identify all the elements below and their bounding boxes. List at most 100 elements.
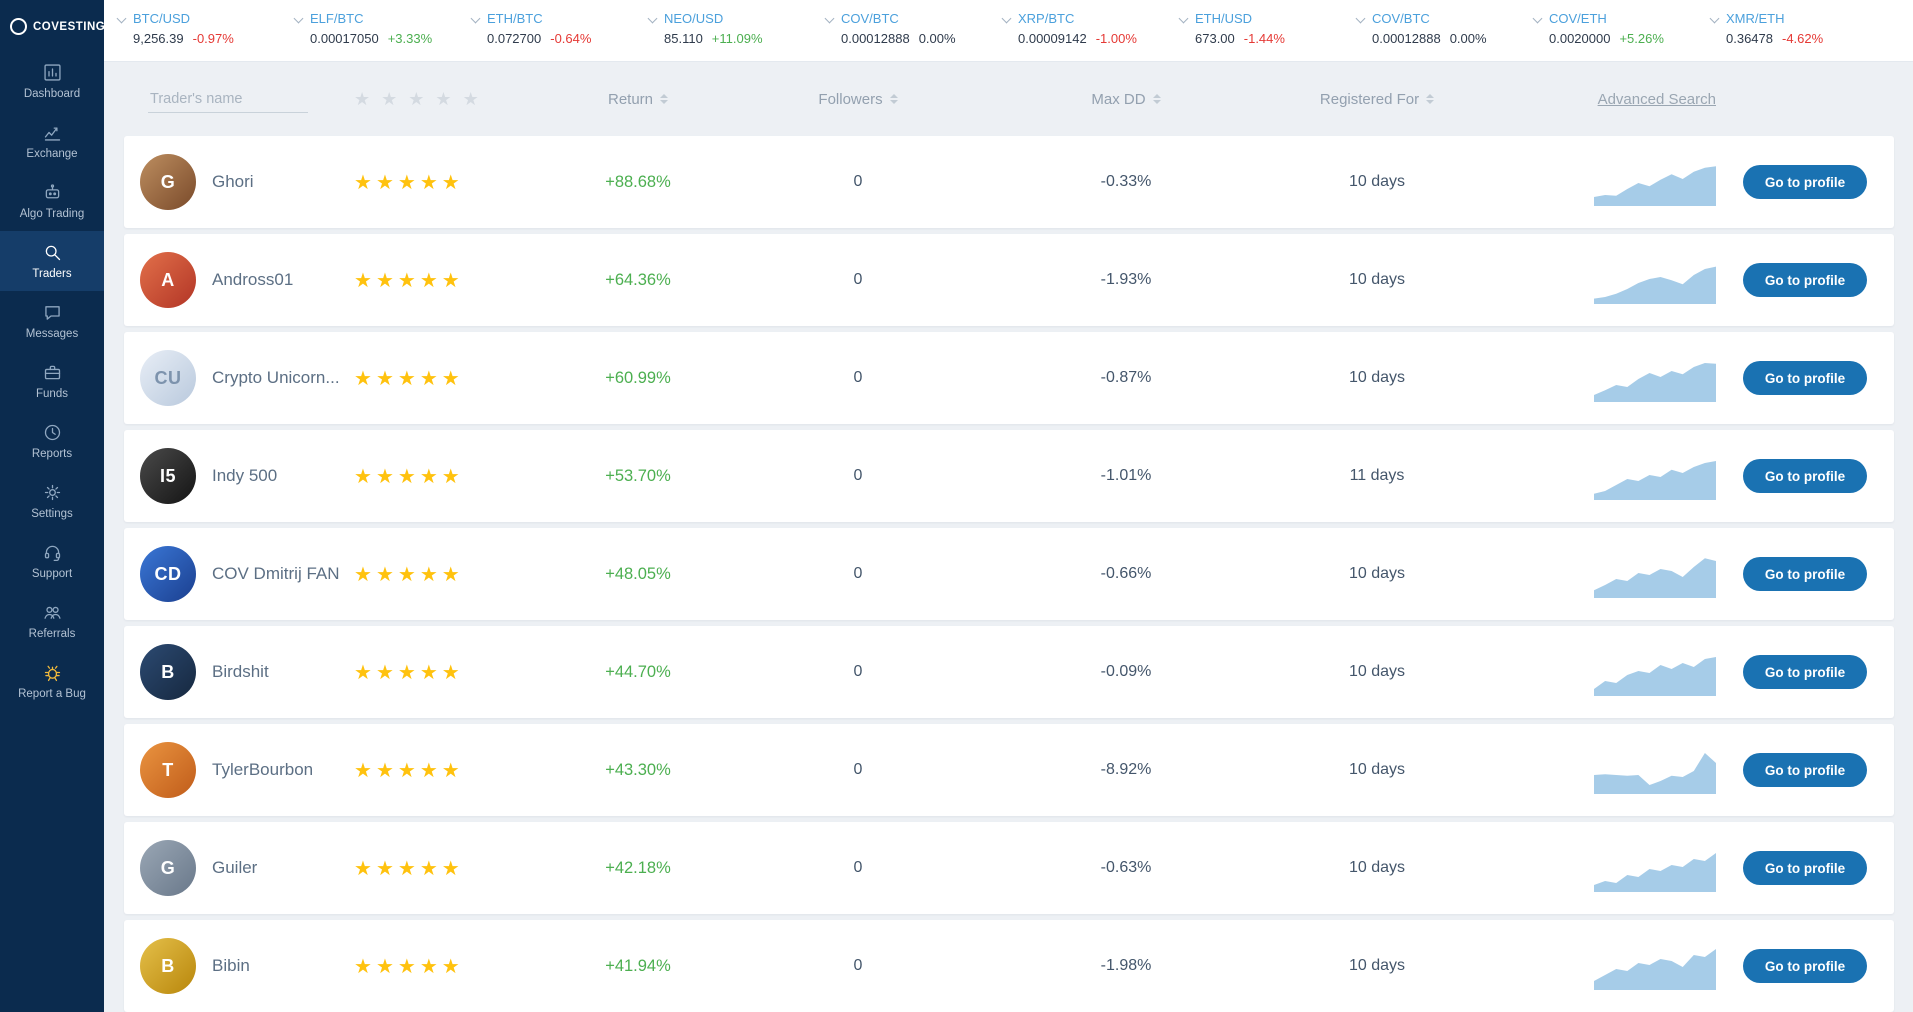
- column-header-registered-for[interactable]: Registered For: [1278, 91, 1476, 108]
- ticker-xmr-eth[interactable]: XMR/ETH 0.36478 -4.62%: [1697, 0, 1874, 61]
- trader-name[interactable]: Andross01: [212, 270, 294, 289]
- star-icon: ★: [419, 759, 442, 782]
- ticker-cov-eth[interactable]: COV/ETH 0.0020000 +5.26%: [1520, 0, 1697, 61]
- star-icon: ★: [354, 857, 376, 880]
- sort-icon[interactable]: [660, 94, 668, 104]
- star-icon: ★: [397, 465, 420, 488]
- star-icon: ★: [375, 661, 398, 684]
- chevron-down-icon[interactable]: [1355, 13, 1366, 24]
- ticker-btc-usd[interactable]: BTC/USD 9,256.39 -0.97%: [104, 0, 281, 61]
- ticker-cov-btc[interactable]: COV/BTC 0.00012888 0.00%: [1343, 0, 1520, 61]
- chevron-down-icon[interactable]: [1709, 13, 1720, 24]
- column-header-return[interactable]: Return: [534, 91, 742, 108]
- chevron-down-icon[interactable]: [116, 13, 127, 24]
- trader-name[interactable]: TylerBourbon: [212, 760, 314, 779]
- advanced-search-link[interactable]: Advanced Search: [1476, 91, 1716, 108]
- avatar-initials: T: [162, 759, 174, 780]
- star-icon[interactable]: ★: [462, 88, 483, 109]
- ticker-change: 0.00%: [1449, 31, 1487, 46]
- star-icon[interactable]: ★: [435, 88, 456, 109]
- avatar-initials: B: [161, 661, 175, 682]
- ticker-pair: ETH/USD: [1195, 11, 1253, 26]
- column-header-followers[interactable]: Followers: [742, 91, 974, 108]
- chevron-down-icon[interactable]: [824, 13, 835, 24]
- star-icon[interactable]: ★: [354, 88, 375, 109]
- sidebar-item-dashboard[interactable]: Dashboard: [0, 51, 104, 111]
- trader-max-dd: -8.92%: [1100, 761, 1152, 778]
- go-to-profile-button[interactable]: Go to profile: [1742, 949, 1868, 983]
- go-to-profile-button[interactable]: Go to profile: [1742, 753, 1868, 787]
- star-icon[interactable]: ★: [408, 88, 429, 109]
- bug-icon: [42, 662, 63, 683]
- avatar-initials: A: [161, 269, 175, 290]
- trader-name[interactable]: Indy 500: [212, 466, 278, 485]
- trader-rating: ★★★★★: [354, 268, 534, 293]
- ticker-eth-btc[interactable]: ETH/BTC 0.072700 -0.64%: [458, 0, 635, 61]
- go-to-profile-button[interactable]: Go to profile: [1742, 851, 1868, 885]
- sidebar-item-traders[interactable]: Traders: [0, 231, 104, 291]
- trader-row: G Guiler ★★★★★ +42.18% 0 -0.63% 10 days …: [124, 822, 1894, 914]
- chevron-down-icon[interactable]: [1178, 13, 1189, 24]
- rating-filter[interactable]: ★ ★ ★ ★ ★: [354, 89, 534, 110]
- trader-name-input[interactable]: [148, 85, 308, 113]
- star-icon: ★: [375, 269, 398, 292]
- trader-name[interactable]: Guiler: [212, 858, 258, 877]
- people-icon: [42, 602, 63, 623]
- sort-icon[interactable]: [890, 94, 898, 104]
- star-icon: ★: [354, 465, 376, 488]
- ticker-pair: BTC/USD: [133, 11, 191, 26]
- column-header-max-dd[interactable]: Max DD: [974, 91, 1278, 108]
- ticker-neo-usd[interactable]: NEO/USD 85.110 +11.09%: [635, 0, 812, 61]
- ticker-change: -1.00%: [1095, 31, 1137, 46]
- ticker-cov-btc[interactable]: COV/BTC 0.00012888 0.00%: [812, 0, 989, 61]
- sidebar-item-funds[interactable]: Funds: [0, 351, 104, 411]
- sidebar-item-settings[interactable]: Settings: [0, 471, 104, 531]
- trader-max-dd: -0.87%: [1100, 369, 1152, 386]
- trader-name[interactable]: Crypto Unicorn...: [212, 368, 340, 387]
- chevron-down-icon[interactable]: [293, 13, 304, 24]
- star-icon: ★: [354, 171, 376, 194]
- sort-icon[interactable]: [1153, 94, 1161, 104]
- ticker-change: +3.33%: [387, 31, 433, 46]
- avatar: CU: [140, 350, 196, 406]
- chevron-down-icon[interactable]: [1001, 13, 1012, 24]
- star-icon: ★: [397, 563, 420, 586]
- trader-name[interactable]: COV Dmitrij FAN: [212, 564, 340, 583]
- sidebar-item-support[interactable]: Support: [0, 531, 104, 591]
- go-to-profile-button[interactable]: Go to profile: [1742, 165, 1868, 199]
- support-icon: [42, 542, 63, 563]
- sort-icon[interactable]: [1426, 94, 1434, 104]
- star-icon[interactable]: ★: [381, 88, 402, 109]
- trader-followers: 0: [853, 467, 863, 484]
- chevron-down-icon[interactable]: [1532, 13, 1543, 24]
- sidebar-item-exchange[interactable]: Exchange: [0, 111, 104, 171]
- ticker-change: +11.09%: [711, 31, 763, 46]
- go-to-profile-button[interactable]: Go to profile: [1742, 557, 1868, 591]
- avatar: G: [140, 840, 196, 896]
- ticker-pair: XRP/BTC: [1018, 11, 1075, 26]
- brand-logo[interactable]: COVESTING: [0, 0, 105, 51]
- sidebar-item-reports[interactable]: Reports: [0, 411, 104, 471]
- sidebar-item-report-a-bug[interactable]: Report a Bug: [0, 651, 104, 711]
- go-to-profile-button[interactable]: Go to profile: [1742, 361, 1868, 395]
- trader-registered-for: 10 days: [1348, 565, 1406, 582]
- trader-row: B Birdshit ★★★★★ +44.70% 0 -0.09% 10 day…: [124, 626, 1894, 718]
- ticker-price: 9,256.39: [133, 31, 184, 46]
- trader-name[interactable]: Ghori: [212, 172, 254, 191]
- trader-name[interactable]: Birdshit: [212, 662, 269, 681]
- ticker-pair: ETH/BTC: [487, 11, 543, 26]
- trader-name[interactable]: Bibin: [212, 956, 250, 975]
- go-to-profile-button[interactable]: Go to profile: [1742, 263, 1868, 297]
- ticker-eth-usd[interactable]: ETH/USD 673.00 -1.44%: [1166, 0, 1343, 61]
- avatar: B: [140, 938, 196, 994]
- chevron-down-icon[interactable]: [647, 13, 658, 24]
- sidebar-item-algo-trading[interactable]: Algo Trading: [0, 171, 104, 231]
- go-to-profile-button[interactable]: Go to profile: [1742, 459, 1868, 493]
- ticker-xrp-btc[interactable]: XRP/BTC 0.00009142 -1.00%: [989, 0, 1166, 61]
- chevron-down-icon[interactable]: [470, 13, 481, 24]
- sidebar-item-messages[interactable]: Messages: [0, 291, 104, 351]
- star-icon: ★: [441, 759, 464, 782]
- sidebar-item-referrals[interactable]: Referrals: [0, 591, 104, 651]
- go-to-profile-button[interactable]: Go to profile: [1742, 655, 1868, 689]
- ticker-elf-btc[interactable]: ELF/BTC 0.00017050 +3.33%: [281, 0, 458, 61]
